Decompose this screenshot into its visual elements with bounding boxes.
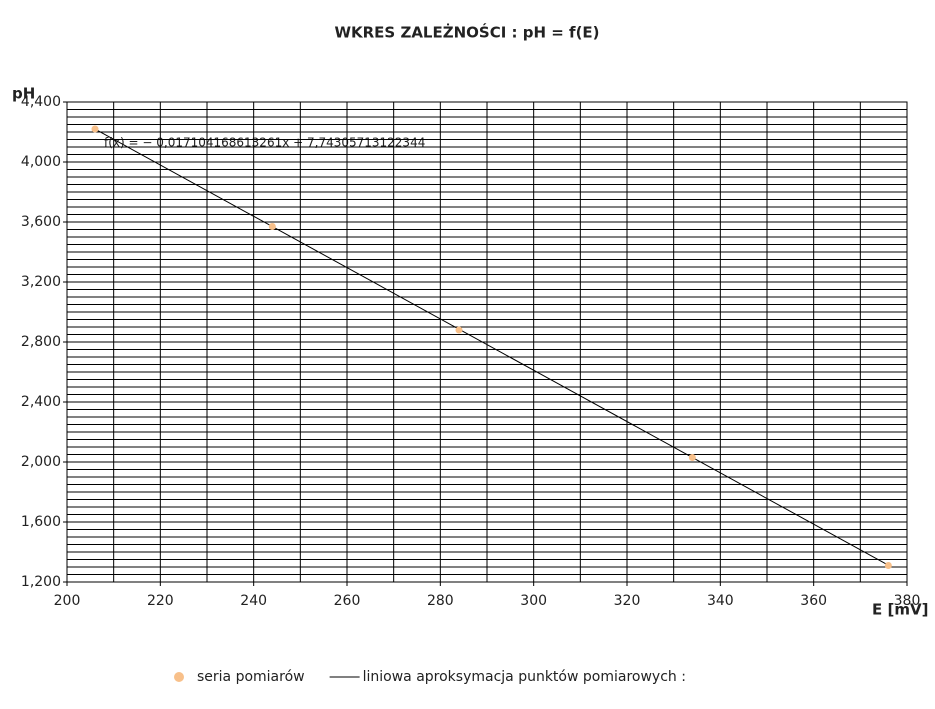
y-tick-label: 4,400 xyxy=(21,94,61,110)
x-tick-label: 200 xyxy=(54,593,81,609)
plot-frame xyxy=(66,101,908,583)
x-tick-label: 260 xyxy=(334,593,361,609)
legend-swatch xyxy=(174,672,184,682)
y-tick-label: 1,200 xyxy=(21,574,61,590)
legend-label: seria pomiarów xyxy=(197,669,305,685)
x-tick-label: 360 xyxy=(800,593,827,609)
y-tick-label: 2,800 xyxy=(21,334,61,350)
y-tick-label: 3,600 xyxy=(21,214,61,230)
x-tick-label: 380 xyxy=(894,593,921,609)
trend-line xyxy=(94,128,889,566)
x-tick-label: 220 xyxy=(147,593,174,609)
x-tick-label: 340 xyxy=(707,593,734,609)
x-tick-label: 280 xyxy=(427,593,454,609)
y-axis-label: pH xyxy=(12,85,35,103)
legend-label: liniowa aproksymacja punktów pomiarowych… xyxy=(363,669,686,685)
x-tick-label: 320 xyxy=(614,593,641,609)
data-point xyxy=(455,326,463,334)
y-tick-label: 2,000 xyxy=(21,454,61,470)
data-point xyxy=(268,223,276,230)
y-tick-label: 4,000 xyxy=(21,154,61,170)
x-tick-label: 300 xyxy=(520,593,547,609)
chart-title: WKRES ZALEŻNOŚCI : pH = f(E) xyxy=(334,23,599,42)
data-point xyxy=(884,562,892,569)
y-tick-label: 3,200 xyxy=(21,274,61,290)
y-tick-label: 1,600 xyxy=(21,514,61,530)
x-tick-label: 240 xyxy=(240,593,267,609)
data-point xyxy=(91,125,99,133)
y-tick-label: 2,400 xyxy=(21,394,61,410)
data-point xyxy=(688,454,696,461)
x-axis-label: E [mV] xyxy=(872,601,928,619)
